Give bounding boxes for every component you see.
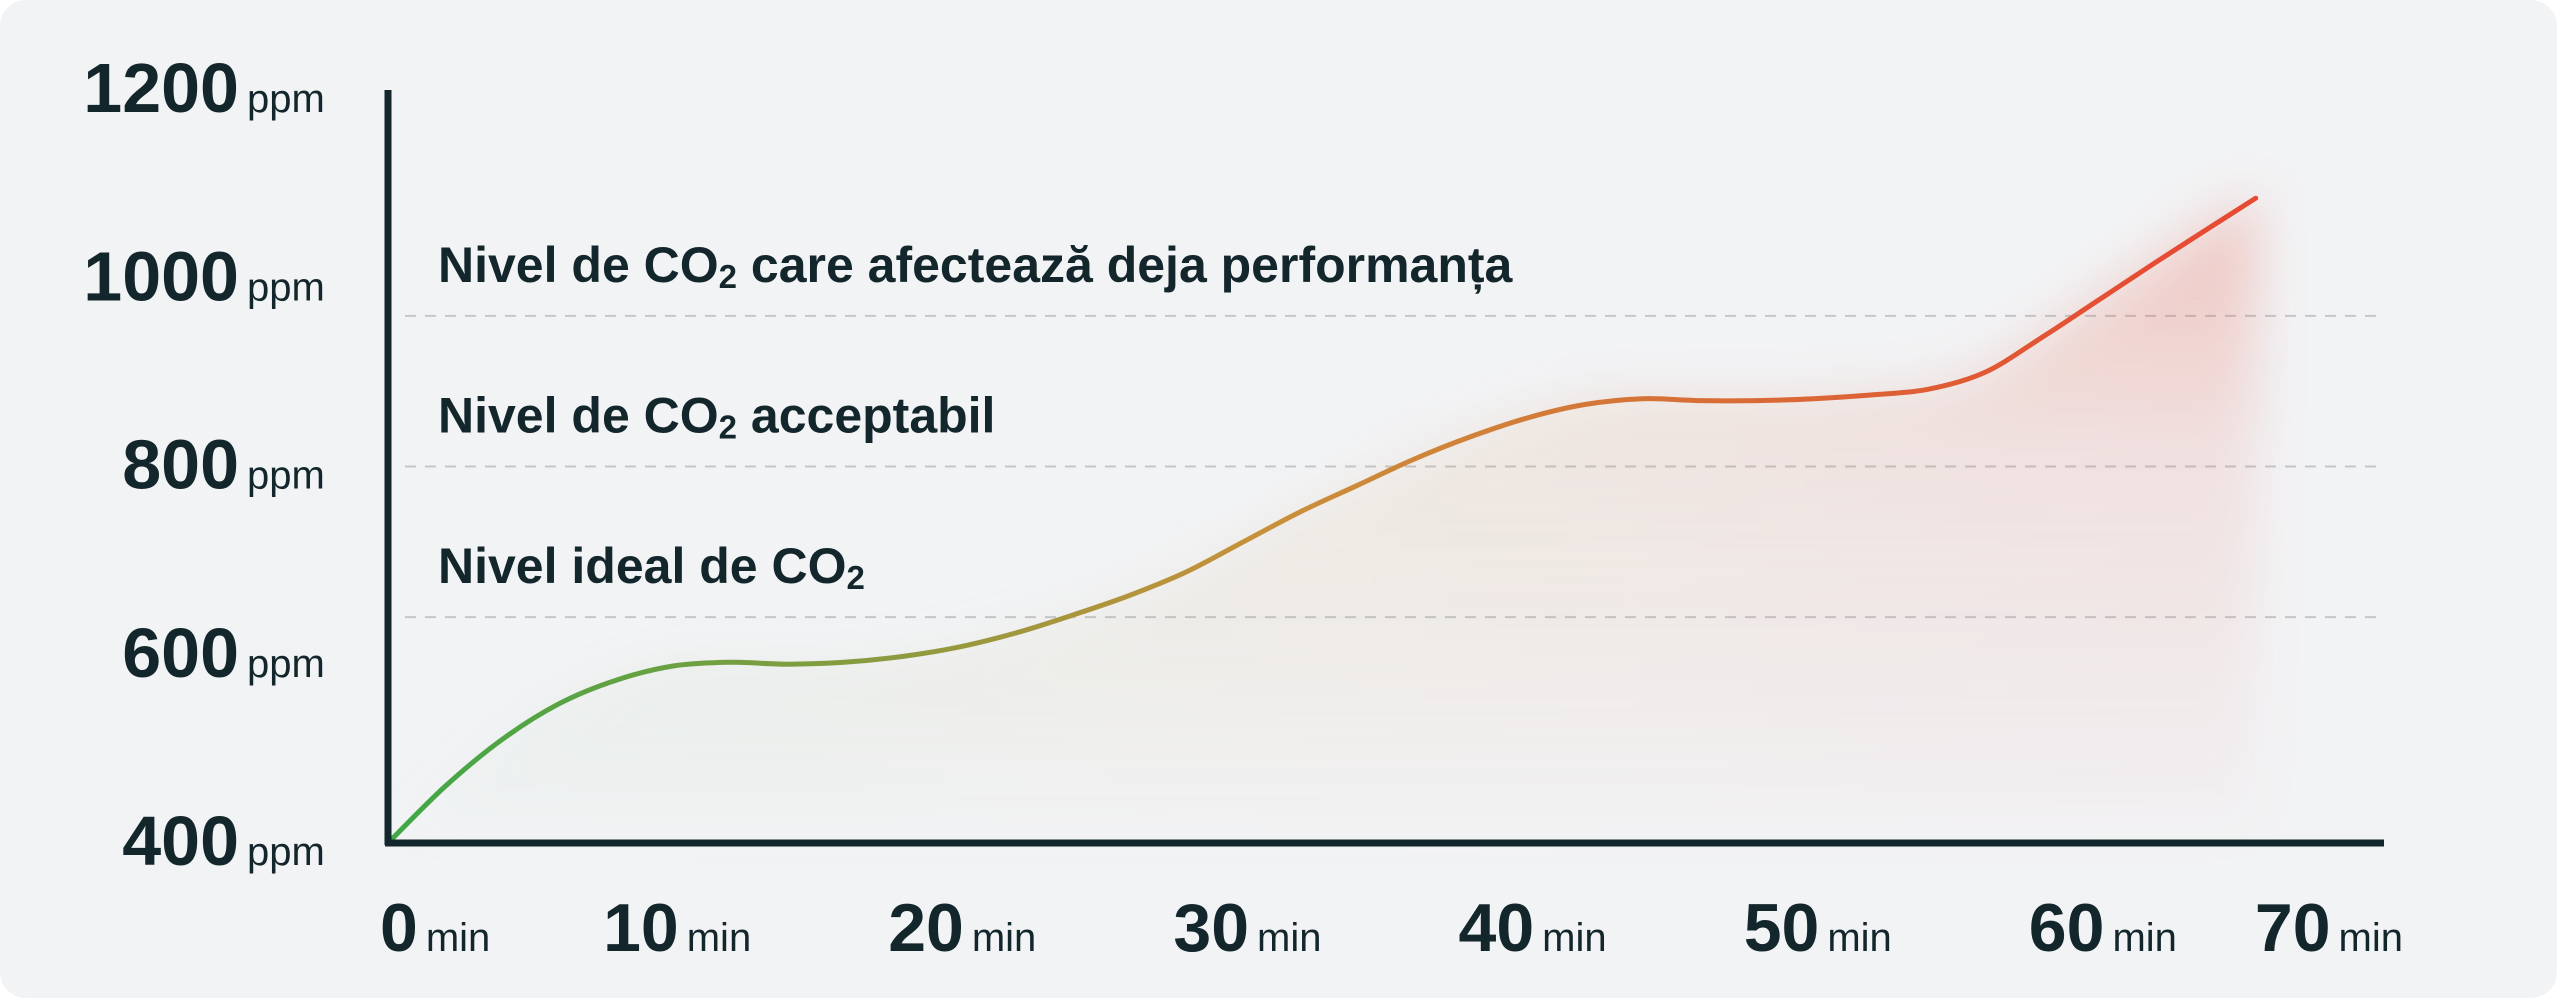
- y-tick-label: 600: [122, 614, 239, 692]
- x-tick-unit: min: [972, 916, 1036, 960]
- threshold-label: Nivel ideal de CO2: [438, 538, 865, 596]
- x-tick-value: 60: [2029, 890, 2105, 966]
- x-tick-label: 10 min: [603, 890, 751, 966]
- series-line: [385, 195, 2259, 846]
- x-tick-value: 10: [603, 890, 679, 966]
- threshold-label-suffix: care afectează deja performanța: [737, 237, 1514, 293]
- threshold-label-subscript: 2: [719, 258, 737, 295]
- y-tick-label: 400: [122, 802, 239, 880]
- x-tick-label: 70 min: [2255, 890, 2403, 966]
- x-tick-label: 30 min: [1173, 890, 1321, 966]
- threshold-labels: Nivel de CO2 care afectează deja perform…: [438, 237, 1514, 596]
- x-tick-unit: min: [687, 916, 751, 960]
- y-tick-unit: ppm: [247, 830, 325, 874]
- y-tick-unit: ppm: [247, 454, 325, 498]
- y-tick-unit: ppm: [247, 642, 325, 686]
- x-tick-label: 40 min: [1459, 890, 1607, 966]
- threshold-label-text: Nivel de CO: [438, 237, 719, 293]
- threshold-label-suffix: acceptabil: [737, 388, 995, 444]
- threshold-label-text: Nivel de CO: [438, 388, 719, 444]
- x-tick-unit: min: [1827, 916, 1891, 960]
- x-tick-label: 20 min: [888, 890, 1036, 966]
- y-tick-label: 800: [122, 426, 239, 504]
- x-tick-label: 0 min: [380, 890, 490, 966]
- x-tick-value: 20: [888, 890, 964, 966]
- x-axis-ticks: 0 min 10 min 20 min 30 min 40 min 50 min 60 min 70 min: [380, 890, 2403, 966]
- threshold-label-subscript: 2: [846, 559, 864, 596]
- y-tick-label: 1000: [83, 237, 239, 315]
- x-tick-value: 0: [380, 890, 418, 966]
- y-tick-unit: ppm: [247, 265, 325, 309]
- threshold-label: Nivel de CO2 care afectează deja perform…: [438, 237, 1514, 295]
- x-tick-label: 60 min: [2029, 890, 2177, 966]
- x-tick-unit: min: [1542, 916, 1606, 960]
- threshold-label: Nivel de CO2 acceptabil: [438, 388, 995, 446]
- threshold-label-subscript: 2: [719, 409, 737, 446]
- threshold-label-text: Nivel ideal de CO: [438, 538, 846, 594]
- x-tick-value: 50: [1744, 890, 1820, 966]
- axes: [384, 90, 2384, 847]
- x-tick-value: 40: [1459, 890, 1535, 966]
- x-tick-value: 70: [2255, 890, 2331, 966]
- x-tick-unit: min: [1257, 916, 1321, 960]
- area-fill: [388, 198, 2256, 843]
- y-tick-label: 1200: [83, 49, 239, 127]
- x-tick-unit: min: [2339, 916, 2403, 960]
- x-tick-unit: min: [426, 916, 490, 960]
- area-glow: [388, 198, 2256, 843]
- x-tick-value: 30: [1173, 890, 1249, 966]
- x-tick-label: 50 min: [1744, 890, 1892, 966]
- y-tick-unit: ppm: [247, 77, 325, 121]
- x-tick-unit: min: [2112, 916, 2176, 960]
